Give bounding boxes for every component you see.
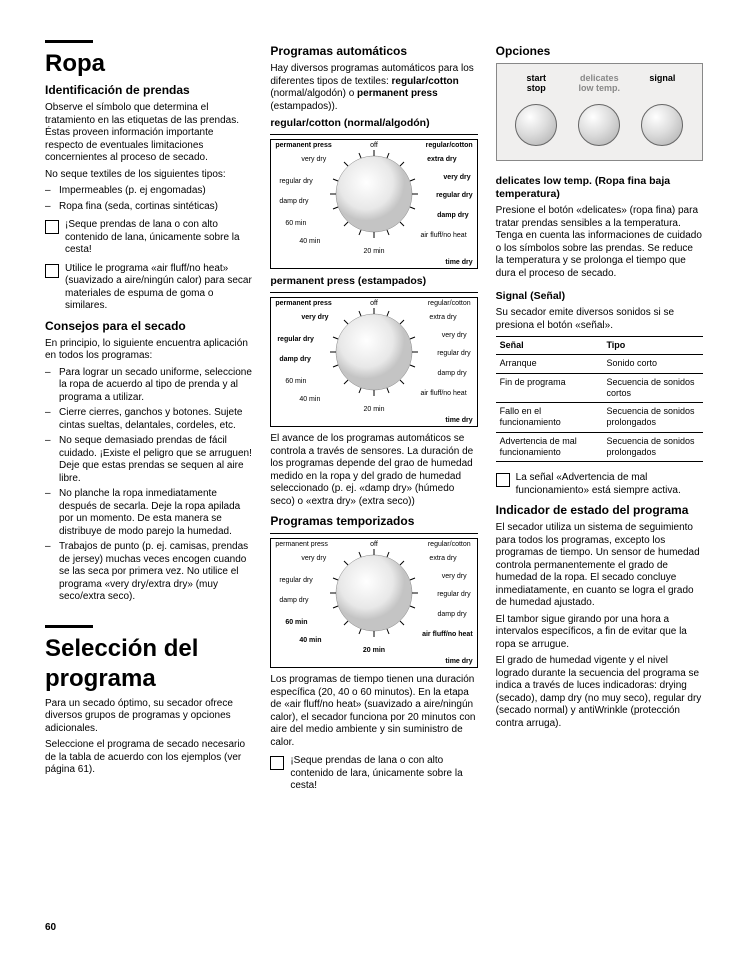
- heading-ropa: Ropa: [45, 49, 252, 79]
- note-text: La señal «Advertencia de mal funcionamie…: [516, 472, 703, 497]
- note-text: ¡Seque prendas de lana o con alto conten…: [290, 755, 477, 793]
- page-number: 60: [45, 922, 56, 935]
- body-text: Los programas de tiempo tienen una durac…: [270, 674, 477, 749]
- heading-seleccion: Selección del programa: [45, 634, 252, 694]
- table-row: Fin de programaSecuencia de sonidos cort…: [496, 373, 703, 403]
- body-text: En principio, lo siguiente encuentra apl…: [45, 338, 252, 363]
- options-panel: startstop delicateslow temp. signal: [496, 63, 703, 161]
- dial-regular-cotton: permanent press regular/cotton off very …: [270, 139, 477, 269]
- subheading-consejos: Consejos para el secado: [45, 319, 252, 334]
- body-text: Seleccione el programa de secado necesar…: [45, 739, 252, 777]
- note-box: ¡Seque prendas de lana o con alto conten…: [270, 755, 477, 793]
- dial-timed: permanent press regular/cotton off very …: [270, 538, 477, 668]
- note-box: La señal «Advertencia de mal funcionamie…: [496, 472, 703, 497]
- signal-table: SeñalTipo ArranqueSonido corto Fin de pr…: [496, 336, 703, 462]
- section-rule: [45, 625, 93, 628]
- subheading-opciones: Opciones: [496, 44, 703, 59]
- list-item: Cierre cierres, ganchos y botones. Sujet…: [45, 407, 252, 432]
- body-text: El avance de los programas automáticos s…: [270, 433, 477, 508]
- body-text: El grado de humedad vigente y el nivel l…: [496, 655, 703, 730]
- list-item: No seque demasiado prendas de fácil cuid…: [45, 435, 252, 485]
- start-stop-button[interactable]: [515, 104, 557, 146]
- section-rule: [45, 40, 93, 43]
- table-header: Señal: [496, 337, 603, 355]
- list-item: No planche la ropa inmediatamente despué…: [45, 488, 252, 538]
- list-item: Trabajos de punto (p. ej. camisas, prend…: [45, 541, 252, 604]
- subheading-identificacion: Identificación de prendas: [45, 83, 252, 98]
- body-text: El secador utiliza un sistema de seguimi…: [496, 522, 703, 610]
- note-box: ¡Seque prendas de lana o con alto conten…: [45, 219, 252, 257]
- option-label-delicates: delicateslow temp.: [569, 74, 629, 94]
- checkbox-icon: [45, 220, 59, 234]
- option-label-start-stop: startstop: [506, 74, 566, 94]
- signal-button[interactable]: [641, 104, 683, 146]
- option-label-signal: signal: [632, 74, 692, 84]
- list-item: Ropa fina (seda, cortinas sintéticas): [45, 201, 252, 214]
- list-item: Impermeables (p. ej engomadas): [45, 185, 252, 198]
- dial-icon: [324, 144, 424, 244]
- dial-icon: [324, 543, 424, 643]
- list: Para lograr un secado uniforme, seleccio…: [45, 367, 252, 604]
- dial-title-permanent: permanent press (estampados): [270, 275, 477, 288]
- table-row: Advertencia de mal funcionamientoSecuenc…: [496, 432, 703, 462]
- dial-permanent-press: permanent press regular/cotton off very …: [270, 297, 477, 427]
- list: Impermeables (p. ej engomadas) Ropa fina…: [45, 185, 252, 213]
- subheading-delicates: delicates low temp. (Ropa fina baja temp…: [496, 175, 703, 201]
- note-box: Utilice le programa «air fluff/no heat» …: [45, 263, 252, 313]
- column-2: Programas automáticos Hay diversos progr…: [270, 40, 477, 799]
- body-text: El tambor sigue girando por una hora a i…: [496, 614, 703, 652]
- table-row: Fallo en el funcionamientoSecuencia de s…: [496, 403, 703, 433]
- checkbox-icon: [45, 264, 59, 278]
- body-text: No seque textiles de los siguientes tipo…: [45, 169, 252, 182]
- note-text: Utilice le programa «air fluff/no heat» …: [65, 263, 252, 313]
- delicates-button[interactable]: [578, 104, 620, 146]
- dial-title-regular: regular/cotton (normal/algodón): [270, 117, 477, 130]
- list-item: Para lograr un secado uniforme, seleccio…: [45, 367, 252, 405]
- subheading-programas-auto: Programas automáticos: [270, 44, 477, 59]
- body-text: Para un secado óptimo, su secador ofrece…: [45, 698, 252, 736]
- table-row: ArranqueSonido corto: [496, 355, 703, 373]
- dial-icon: [324, 302, 424, 402]
- subheading-indicador: Indicador de estado del programa: [496, 503, 703, 518]
- body-text: Observe el símbolo que determina el trat…: [45, 102, 252, 165]
- checkbox-icon: [496, 473, 510, 487]
- subheading-signal: Signal (Señal): [496, 290, 703, 303]
- body-text: Presione el botón «delicates» (ropa fina…: [496, 205, 703, 280]
- body-text: Su secador emite diversos sonidos si se …: [496, 307, 703, 332]
- column-3: Opciones startstop delicateslow temp. si…: [496, 40, 703, 799]
- note-text: ¡Seque prendas de lana o con alto conten…: [65, 219, 252, 257]
- body-text: Hay diversos programas automáticos para …: [270, 63, 477, 113]
- column-1: Ropa Identificación de prendas Observe e…: [45, 40, 252, 799]
- table-header: Tipo: [602, 337, 703, 355]
- subheading-temporizados: Programas temporizados: [270, 514, 477, 529]
- checkbox-icon: [270, 756, 284, 770]
